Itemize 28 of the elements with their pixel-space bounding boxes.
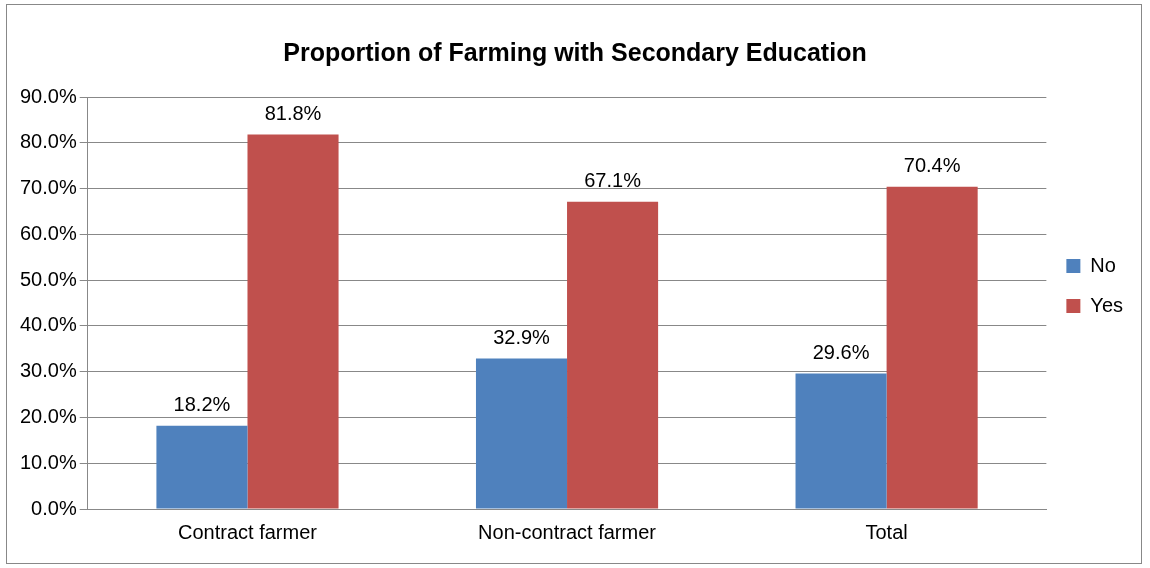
y-tick-label: 70.0% bbox=[19, 176, 77, 199]
y-tick-label: 0.0% bbox=[31, 496, 77, 519]
x-tick-label: Total bbox=[865, 520, 908, 543]
chart-title: Proportion of Farming with Secondary Education bbox=[283, 37, 867, 66]
bar bbox=[247, 134, 339, 509]
y-tick-label: 60.0% bbox=[19, 221, 77, 244]
bar bbox=[567, 201, 659, 509]
y-tick-label: 80.0% bbox=[19, 130, 77, 153]
x-tick-label: Non-contract farmer bbox=[478, 520, 657, 543]
data-label: 29.6% bbox=[812, 341, 870, 364]
y-tick-label: 40.0% bbox=[19, 313, 77, 336]
y-tick-label: 10.0% bbox=[19, 450, 77, 473]
x-tick-label: Contract farmer bbox=[178, 520, 318, 543]
bar bbox=[156, 425, 248, 509]
data-label: 70.4% bbox=[903, 154, 961, 177]
y-tick-label: 20.0% bbox=[19, 404, 77, 427]
bar bbox=[475, 358, 568, 509]
data-label: 67.1% bbox=[584, 169, 642, 192]
legend-label: No bbox=[1090, 253, 1116, 276]
data-label: 81.8% bbox=[264, 102, 322, 125]
data-label: 32.9% bbox=[493, 325, 551, 348]
data-label: 18.2% bbox=[173, 393, 231, 416]
y-tick-label: 30.0% bbox=[19, 359, 77, 382]
bar bbox=[795, 373, 887, 509]
y-tick-label: 50.0% bbox=[19, 267, 77, 290]
legend-label: Yes bbox=[1090, 293, 1124, 316]
bar bbox=[886, 186, 978, 509]
y-tick-label: 90.0% bbox=[19, 84, 77, 107]
